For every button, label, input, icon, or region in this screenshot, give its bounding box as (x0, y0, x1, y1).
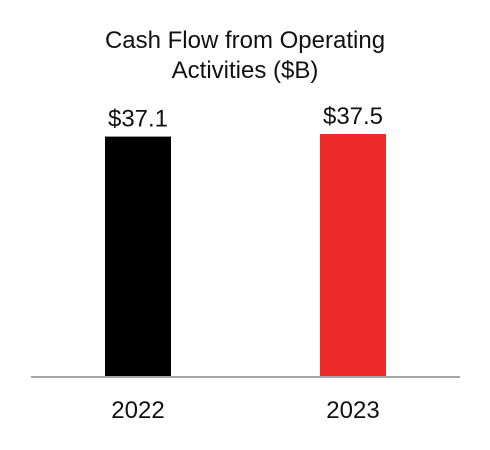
chart-title-line-2: Activities ($B) (171, 57, 319, 84)
data-label-2022: $37.1 (108, 106, 168, 133)
x-tick-label-2022: 2022 (111, 397, 164, 424)
bar-2023 (320, 134, 386, 376)
bar-2022 (105, 136, 171, 376)
chart-title-line-1: Cash Flow from Operating (104, 27, 386, 54)
data-label-2023: $37.5 (323, 103, 383, 130)
x-tick-label-2023: 2023 (326, 397, 379, 424)
